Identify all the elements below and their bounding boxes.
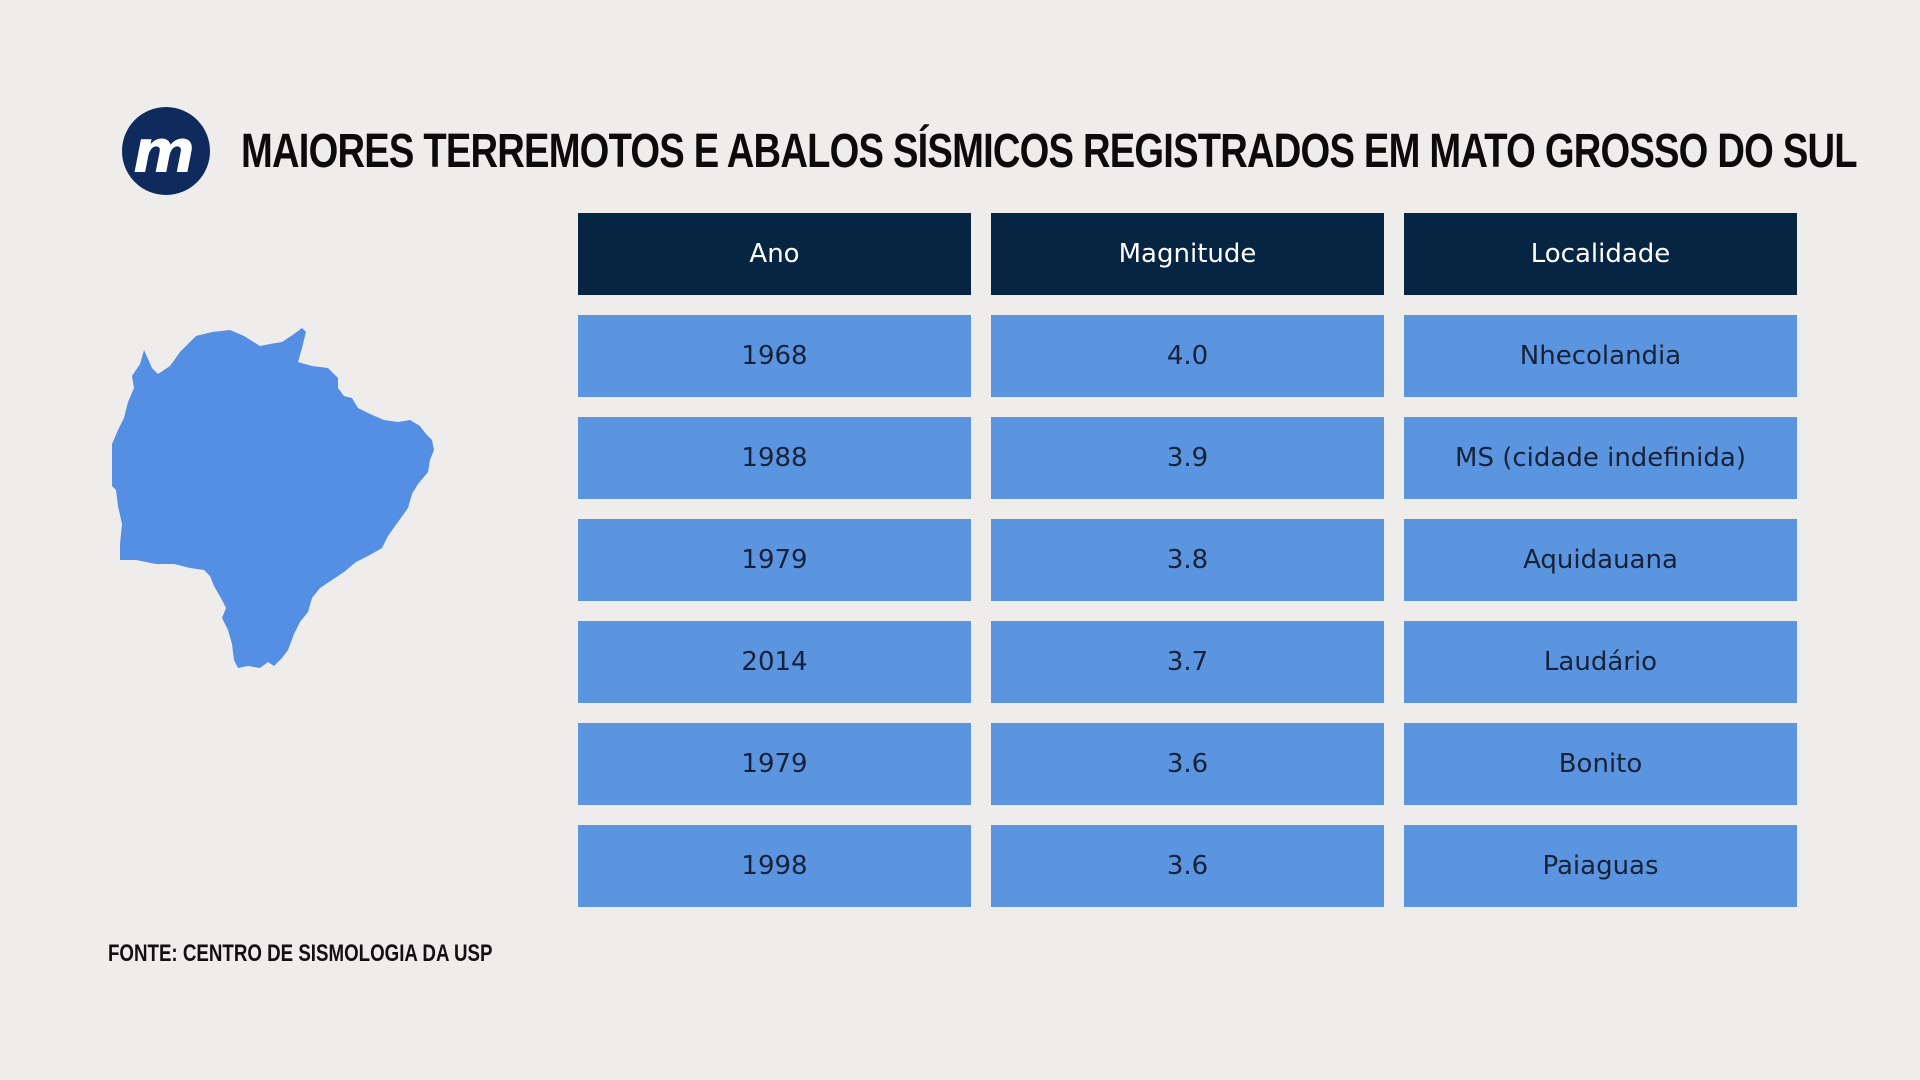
year-cell: 1988 [578,417,971,499]
brand-logo: m [122,107,210,195]
table-row: 1998 3.6 Paiaguas [578,825,1797,907]
page-title: MAIORES TERREMOTOS E ABALOS SÍSMICOS REG… [241,125,1858,178]
table-header-row: Ano Magnitude Localidade [578,213,1797,295]
location-cell: Aquidauana [1404,519,1797,601]
year-cell: 2014 [578,621,971,703]
year-cell: 1979 [578,519,971,601]
location-cell: Laudário [1404,621,1797,703]
table-row: 2014 3.7 Laudário [578,621,1797,703]
source-note: FONTE: CENTRO DE SISMOLOGIA DA USP [108,940,493,967]
column-header-year: Ano [578,213,971,295]
table-row: 1968 4.0 Nhecolandia [578,315,1797,397]
magnitude-cell: 3.6 [991,825,1384,907]
table-row: 1988 3.9 MS (cidade indefinida) [578,417,1797,499]
year-cell: 1979 [578,723,971,805]
location-cell: MS (cidade indefinida) [1404,417,1797,499]
m-logo-icon: m [133,117,196,187]
magnitude-cell: 3.7 [991,621,1384,703]
magnitude-cell: 3.9 [991,417,1384,499]
column-header-location: Localidade [1404,213,1797,295]
svg-text:m: m [133,117,196,187]
column-header-magnitude: Magnitude [991,213,1384,295]
map-shape [112,328,434,668]
year-cell: 1998 [578,825,971,907]
magnitude-cell: 4.0 [991,315,1384,397]
year-cell: 1968 [578,315,971,397]
magnitude-cell: 3.8 [991,519,1384,601]
earthquake-table: Ano Magnitude Localidade 1968 4.0 Nhecol… [578,213,1797,927]
location-cell: Nhecolandia [1404,315,1797,397]
location-cell: Paiaguas [1404,825,1797,907]
state-map [112,322,532,742]
table-row: 1979 3.8 Aquidauana [578,519,1797,601]
magnitude-cell: 3.6 [991,723,1384,805]
location-cell: Bonito [1404,723,1797,805]
table-row: 1979 3.6 Bonito [578,723,1797,805]
mato-grosso-do-sul-map-icon [112,328,434,668]
